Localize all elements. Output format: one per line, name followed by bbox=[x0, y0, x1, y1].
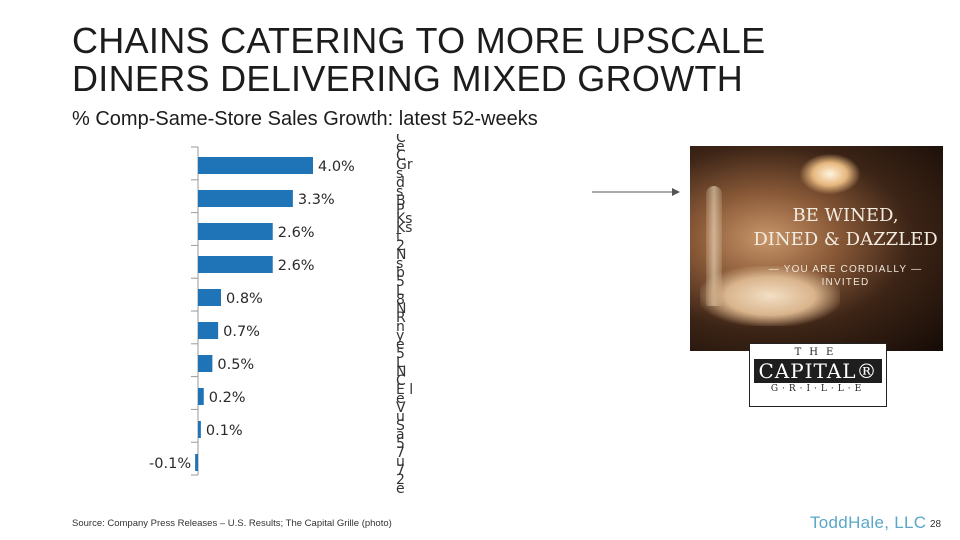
data-label-5: 0.8% bbox=[226, 291, 263, 307]
data-label-8: 0.2% bbox=[209, 390, 246, 406]
overlapping-category-text: C e C Gr s d s B P Ks Kst 2 N s b 5 L 8 … bbox=[396, 134, 414, 494]
tagline-line-1: BE WINED, bbox=[792, 205, 899, 226]
brand-logo: ToddHale, LLC bbox=[810, 513, 927, 532]
photo-tagline: BE WINED, DINED & DAZZLED bbox=[748, 204, 943, 252]
page-number: 28 bbox=[930, 519, 942, 530]
data-label-10: -0.1% bbox=[149, 456, 191, 472]
data-label-3: 2.6% bbox=[278, 225, 315, 241]
data-label-9: 0.1% bbox=[206, 423, 243, 439]
tagline-line-2: DINED & DAZZLED bbox=[753, 229, 938, 250]
logo-line-3: G·R·I·L·L·E bbox=[770, 384, 866, 394]
photo-invite: — YOU ARE CORDIALLY — INVITED bbox=[748, 263, 943, 289]
title-line-2: DINERS DELIVERING MIXED GROWTH bbox=[72, 58, 744, 99]
bar-4 bbox=[198, 256, 273, 273]
logo-line-1: THE bbox=[794, 347, 842, 358]
bar-2 bbox=[198, 190, 293, 207]
restaurant-photo: BE WINED, DINED & DAZZLED — YOU ARE CORD… bbox=[690, 146, 943, 351]
data-label-4: 2.6% bbox=[278, 258, 315, 274]
bar-6 bbox=[198, 322, 219, 339]
logo-line-2: CAPITAL® bbox=[754, 359, 882, 383]
arrow-head bbox=[672, 188, 680, 196]
lamp-glow bbox=[800, 154, 860, 194]
bar-1 bbox=[198, 157, 313, 174]
slide-title: CHAINS CATERING TO MORE UPSCALE DINERS D… bbox=[72, 22, 765, 98]
capital-grille-logo: THE CAPITAL® G·R·I·L·L·E bbox=[749, 343, 887, 407]
invite-line-2: INVITED bbox=[821, 277, 870, 288]
bar-7 bbox=[198, 355, 213, 372]
chart-subtitle: % Comp-Same-Store Sales Growth: latest 5… bbox=[72, 108, 538, 130]
table-plate bbox=[700, 266, 840, 326]
invite-line-1: — YOU ARE CORDIALLY — bbox=[768, 264, 923, 275]
data-label-7: 0.5% bbox=[217, 357, 254, 373]
bar-3 bbox=[198, 223, 273, 240]
data-label-1: 4.0% bbox=[318, 159, 355, 175]
bar-5 bbox=[198, 289, 221, 306]
bar-8 bbox=[198, 388, 204, 405]
source-note: Source: Company Press Releases – U.S. Re… bbox=[72, 518, 392, 529]
bar-10 bbox=[195, 454, 198, 471]
bar-9 bbox=[198, 421, 201, 438]
data-label-2: 3.3% bbox=[298, 192, 335, 208]
title-line-1: CHAINS CATERING TO MORE UPSCALE bbox=[72, 20, 766, 61]
data-label-6: 0.7% bbox=[223, 324, 260, 340]
